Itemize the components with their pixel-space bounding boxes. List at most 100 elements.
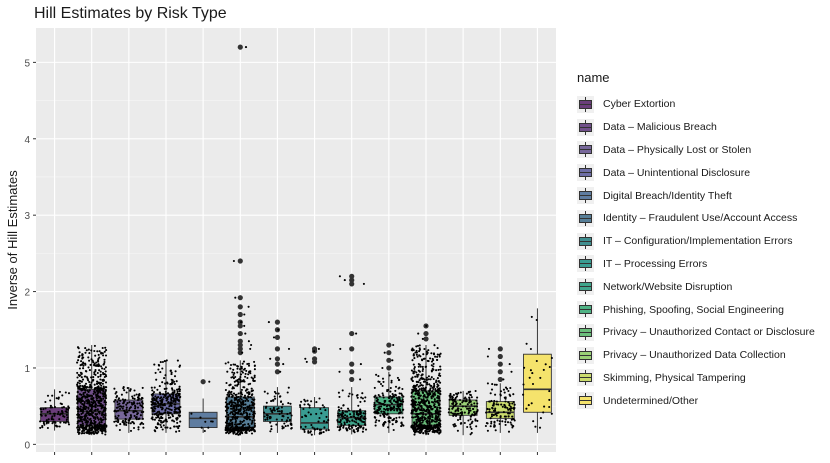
jitter-point: [142, 422, 145, 426]
jitter-point: [251, 419, 254, 422]
jitter-point: [263, 415, 266, 418]
jitter-point: [244, 389, 247, 392]
outlier-point: [237, 258, 243, 264]
jitter-point: [282, 426, 285, 429]
jitter-point: [454, 412, 457, 415]
jitter-point: [285, 419, 289, 422]
jitter-point: [203, 429, 206, 433]
jitter-point: [155, 416, 158, 419]
jitter-point: [269, 407, 272, 410]
jitter-point: [229, 426, 232, 429]
jitter-point: [384, 408, 387, 411]
jitter-point: [228, 422, 232, 425]
jitter-point: [173, 375, 177, 378]
jitter-point: [340, 414, 343, 418]
jitter-point: [396, 376, 399, 379]
jitter-point: [81, 399, 84, 402]
jitter-point: [401, 394, 404, 397]
jitter-point: [419, 381, 422, 385]
jitter-point: [77, 424, 80, 428]
jitter-point: [118, 402, 121, 405]
outlier-point: [274, 346, 281, 352]
jitter-point: [507, 412, 510, 415]
jitter-point: [389, 386, 392, 390]
jitter-point: [170, 371, 173, 374]
jitter-point: [158, 364, 161, 367]
outlier-point: [237, 350, 243, 356]
jitter-point: [141, 402, 144, 405]
jitter-point: [427, 432, 430, 435]
jitter-point: [87, 366, 90, 369]
jitter-point: [311, 426, 314, 429]
jitter-point: [101, 352, 104, 355]
jitter-point: [412, 416, 415, 419]
jitter-point: [475, 410, 478, 413]
jitter-point: [85, 410, 89, 413]
jitter-point: [227, 416, 230, 419]
jitter-point: [434, 393, 437, 396]
jitter-point: [103, 401, 106, 404]
jitter-point: [313, 350, 316, 353]
jitter-point: [93, 383, 96, 386]
jitter-point: [167, 414, 170, 417]
jitter-point: [99, 402, 102, 405]
jitter-point: [236, 401, 240, 404]
jitter-point: [170, 408, 173, 412]
jitter-point: [248, 429, 251, 433]
jitter-point: [154, 407, 157, 410]
jitter-point: [225, 424, 229, 428]
jitter-point: [96, 429, 99, 432]
jitter-point: [438, 397, 441, 400]
jitter-point: [96, 359, 100, 362]
jitter-point: [65, 418, 68, 421]
outlier-point: [237, 44, 243, 50]
jitter-point: [402, 395, 405, 398]
jitter-point: [44, 414, 47, 417]
y-tick-label: 1: [24, 364, 30, 375]
jitter-point: [359, 408, 362, 411]
jitter-point: [342, 415, 345, 418]
jitter-point: [327, 419, 330, 422]
jitter-point: [417, 381, 420, 384]
jitter-point: [416, 418, 419, 421]
jitter-point: [52, 418, 55, 421]
jitter-point: [229, 391, 232, 394]
jitter-point: [232, 377, 235, 380]
jitter-point: [224, 388, 227, 392]
jitter-point: [275, 423, 278, 426]
jitter-point: [174, 370, 177, 373]
jitter-point: [343, 417, 346, 420]
jitter-point: [229, 367, 232, 370]
jitter-point: [253, 360, 256, 363]
jitter-point: [348, 427, 351, 431]
jitter-point: [140, 421, 143, 424]
jitter-point: [382, 424, 385, 427]
outlier-point: [497, 376, 503, 383]
jitter-point: [39, 420, 42, 423]
jitter-point: [344, 410, 347, 413]
jitter-point: [83, 426, 86, 429]
jitter-point: [425, 378, 429, 381]
jitter-point: [246, 362, 249, 366]
jitter-point: [124, 414, 127, 417]
jitter-point: [93, 432, 96, 435]
jitter-point: [98, 401, 101, 404]
jitter-point: [351, 393, 354, 396]
jitter-point: [511, 402, 514, 405]
jitter-point: [436, 396, 439, 399]
jitter-point: [165, 359, 168, 362]
jitter-point: [171, 381, 174, 384]
jitter-point: [490, 422, 493, 425]
jitter-point: [92, 392, 95, 395]
legend-label: Undetermined/Other: [603, 394, 699, 407]
jitter-point: [425, 353, 428, 356]
jitter-point: [115, 424, 118, 427]
jitter-point: [241, 362, 244, 365]
jitter-point: [247, 373, 250, 376]
jitter-point: [447, 411, 450, 414]
jitter-point: [133, 414, 136, 417]
jitter-point: [125, 421, 128, 424]
jitter-point: [99, 370, 102, 373]
jitter-point: [67, 408, 70, 411]
jitter-point: [454, 424, 457, 427]
